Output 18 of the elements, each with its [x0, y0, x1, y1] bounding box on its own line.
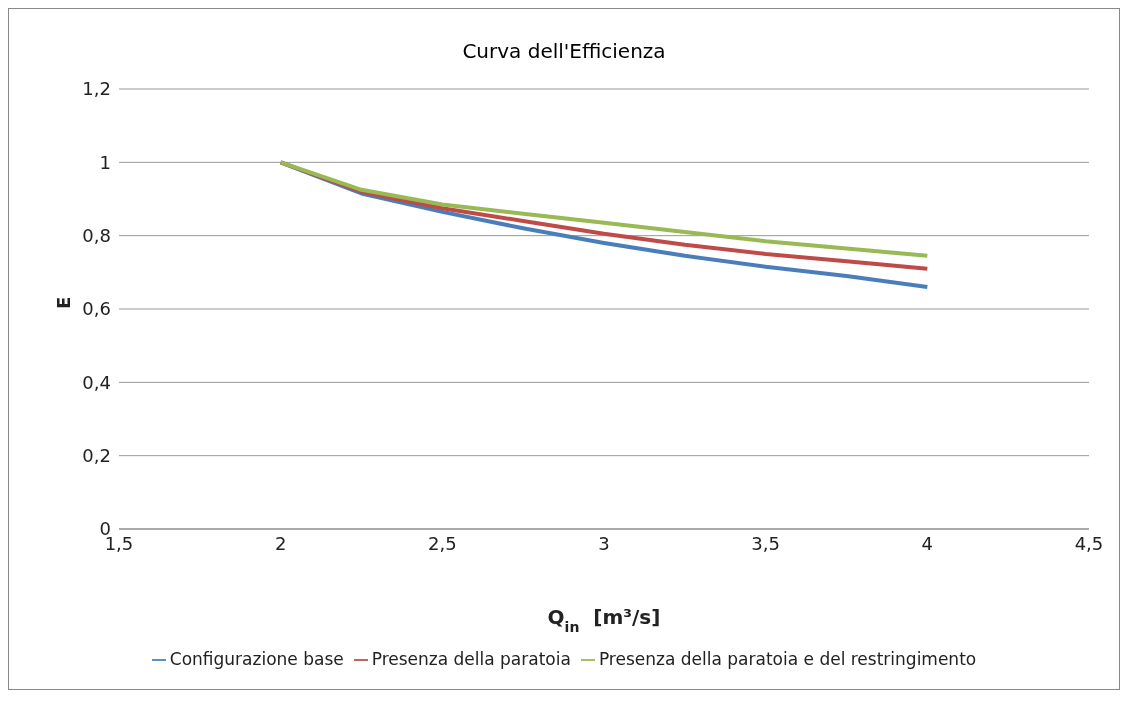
x-axis-title: Q$_{in}$ [m³/s] — [547, 605, 661, 635]
y-tick-label: 0,8 — [82, 225, 111, 247]
y-tick-label: 1,2 — [82, 78, 111, 100]
y-tick-label: 0,6 — [82, 298, 111, 320]
x-tick-label: 3,5 — [751, 532, 780, 554]
chart-title: Curva dell'Efficienza — [461, 39, 667, 63]
x-tick-label: 3 — [598, 532, 610, 554]
legend-label: Presenza della paratoia — [371, 649, 571, 669]
y-tick-label: 0,2 — [82, 445, 111, 467]
x-tick-label: 4,5 — [1074, 532, 1104, 554]
x-tick-label: 4 — [921, 532, 934, 554]
x-tick-label: 2 — [274, 532, 287, 554]
y-tick-label: 0,4 — [82, 371, 111, 393]
legend-label: Presenza della paratoia e del restringimento — [598, 649, 977, 669]
y-axis-title: E — [53, 296, 75, 309]
legend-label: Configurazione base — [169, 649, 344, 669]
y-tick-label: 1 — [99, 151, 111, 173]
x-tick-label: 2,5 — [428, 532, 457, 554]
